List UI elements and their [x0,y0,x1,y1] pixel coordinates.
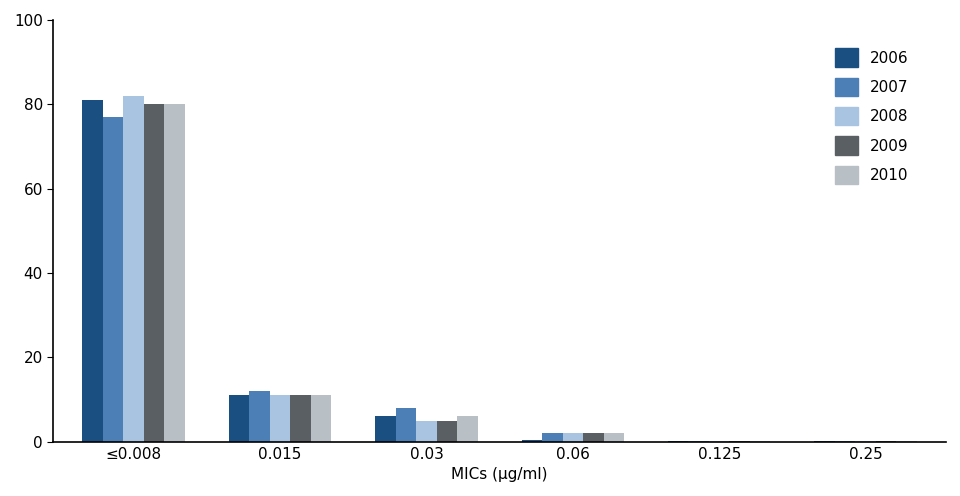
X-axis label: MICs (µg/ml): MICs (µg/ml) [451,467,548,482]
Bar [396,408,417,442]
Bar [290,395,311,442]
Bar [250,391,270,442]
Legend: 2006, 2007, 2008, 2009, 2010: 2006, 2007, 2008, 2009, 2010 [823,36,921,196]
Bar [164,104,185,442]
Bar [311,395,331,442]
Bar [124,96,144,442]
Bar [457,416,478,442]
Bar [375,416,396,442]
Bar [270,395,290,442]
Bar [542,434,563,442]
Bar [437,421,457,442]
Bar [417,421,437,442]
Bar [83,100,103,442]
Bar [103,117,124,442]
Bar [521,439,542,442]
Bar [144,104,164,442]
Bar [228,395,250,442]
Bar [563,434,583,442]
Bar [583,434,604,442]
Bar [604,434,624,442]
